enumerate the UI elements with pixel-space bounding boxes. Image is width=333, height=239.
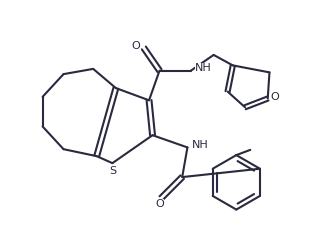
Text: O: O	[132, 41, 141, 51]
Text: O: O	[270, 92, 279, 102]
Text: O: O	[155, 199, 164, 209]
Text: NH: NH	[192, 140, 209, 150]
Text: NH: NH	[195, 63, 212, 73]
Text: S: S	[109, 166, 116, 176]
